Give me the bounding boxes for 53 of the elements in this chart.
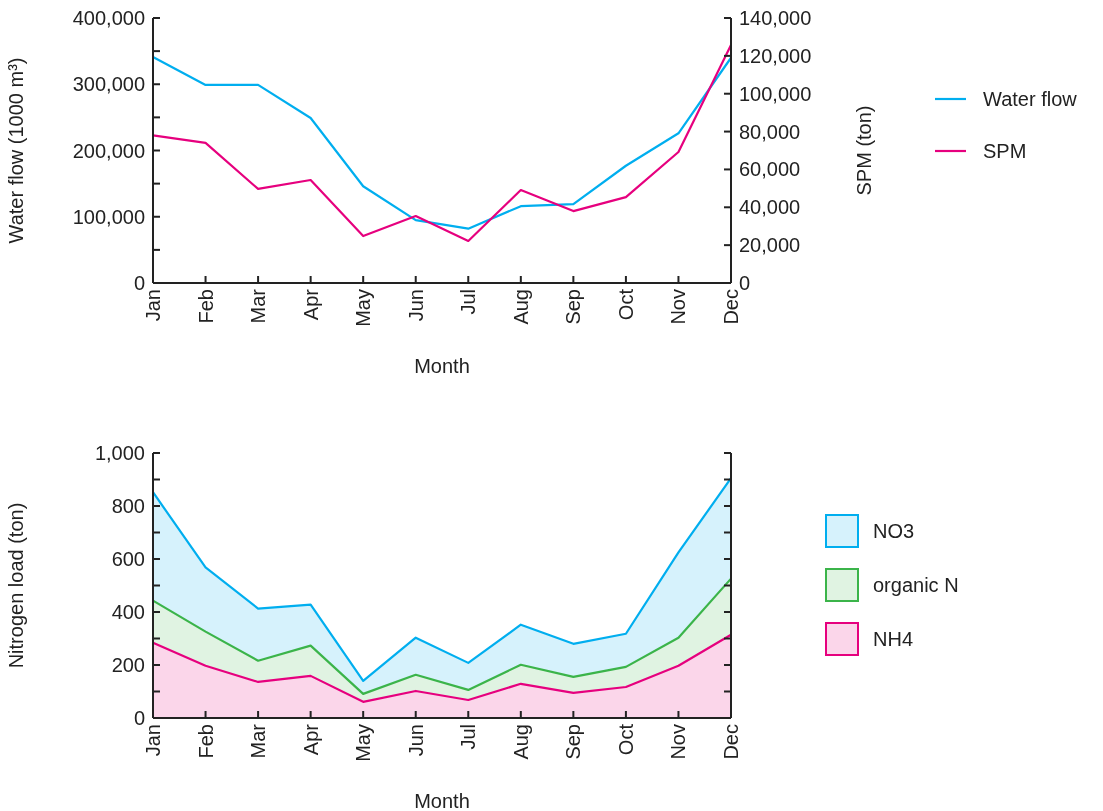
y-axis-title: Water flow (1000 m³) xyxy=(5,57,27,244)
x-tick-label: Aug xyxy=(509,724,532,760)
legend-label: NH4 xyxy=(873,628,914,650)
x-tick-label: Aug xyxy=(509,289,532,325)
y2-tick-label: 120,000 xyxy=(739,44,812,67)
x-axis-title: Month xyxy=(414,355,470,377)
x-tick-label: Jan xyxy=(142,289,164,322)
y-tick-label: 100,000 xyxy=(72,205,145,228)
y-tick-label: 0 xyxy=(133,707,145,729)
x-tick-label: Jul xyxy=(457,289,480,315)
legend-label: SPM xyxy=(983,140,1027,162)
y-tick-label: 200,000 xyxy=(72,139,145,162)
x-tick-label: Dec xyxy=(720,289,742,325)
x-axis-title: Month xyxy=(414,790,470,811)
y2-tick-label: 40,000 xyxy=(739,196,801,219)
x-tick-label: Jan xyxy=(142,724,164,757)
x-tick-label: Feb xyxy=(194,724,217,759)
legend-label: Water flow xyxy=(983,88,1078,110)
x-tick-label: Oct xyxy=(614,723,637,756)
x-tick-label: Apr xyxy=(299,723,322,756)
y-tick-label: 1,000 xyxy=(94,442,145,464)
y-tick-label: 200 xyxy=(111,654,145,676)
y2-tick-label: 100,000 xyxy=(739,82,812,105)
y-axis-title: Nitrogen load (ton) xyxy=(5,502,27,669)
y-tick-label: 600 xyxy=(111,548,145,570)
x-tick-label: Feb xyxy=(194,289,217,324)
x-tick-label: Oct xyxy=(614,288,637,321)
x-tick-label: May xyxy=(352,289,375,327)
y2-tick-label: 0 xyxy=(739,272,751,294)
x-tick-label: Apr xyxy=(299,288,322,321)
y2-tick-label: 20,000 xyxy=(739,234,801,257)
x-tick-label: May xyxy=(352,724,375,762)
x-tick-label: Dec xyxy=(720,724,742,760)
x-tick-label: Jul xyxy=(457,724,480,750)
y-tick-label: 300,000 xyxy=(72,73,145,96)
x-tick-label: Nov xyxy=(667,289,690,325)
y2-tick-label: 80,000 xyxy=(739,120,801,143)
legend-label: organic N xyxy=(873,574,959,596)
y-tick-label: 800 xyxy=(111,495,145,517)
y2-tick-label: 60,000 xyxy=(739,158,801,181)
y-tick-label: 400,000 xyxy=(72,7,145,29)
x-tick-label: Jun xyxy=(404,724,427,757)
y-tick-label: 0 xyxy=(133,272,145,294)
y2-tick-label: 140,000 xyxy=(739,7,812,29)
x-tick-label: Nov xyxy=(667,724,690,760)
legend-label: NO3 xyxy=(873,520,915,542)
y-tick-label: 400 xyxy=(111,601,145,623)
x-tick-label: Sep xyxy=(562,289,585,325)
y2-axis-title: SPM (ton) xyxy=(853,105,875,196)
x-tick-label: Mar xyxy=(247,288,270,324)
x-tick-label: Sep xyxy=(562,724,585,760)
x-tick-label: Jun xyxy=(404,289,427,322)
x-tick-label: Mar xyxy=(247,723,270,759)
